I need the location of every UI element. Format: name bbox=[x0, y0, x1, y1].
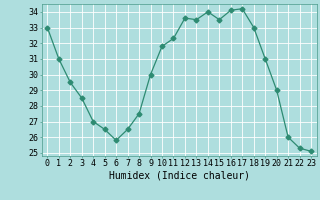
X-axis label: Humidex (Indice chaleur): Humidex (Indice chaleur) bbox=[109, 171, 250, 181]
